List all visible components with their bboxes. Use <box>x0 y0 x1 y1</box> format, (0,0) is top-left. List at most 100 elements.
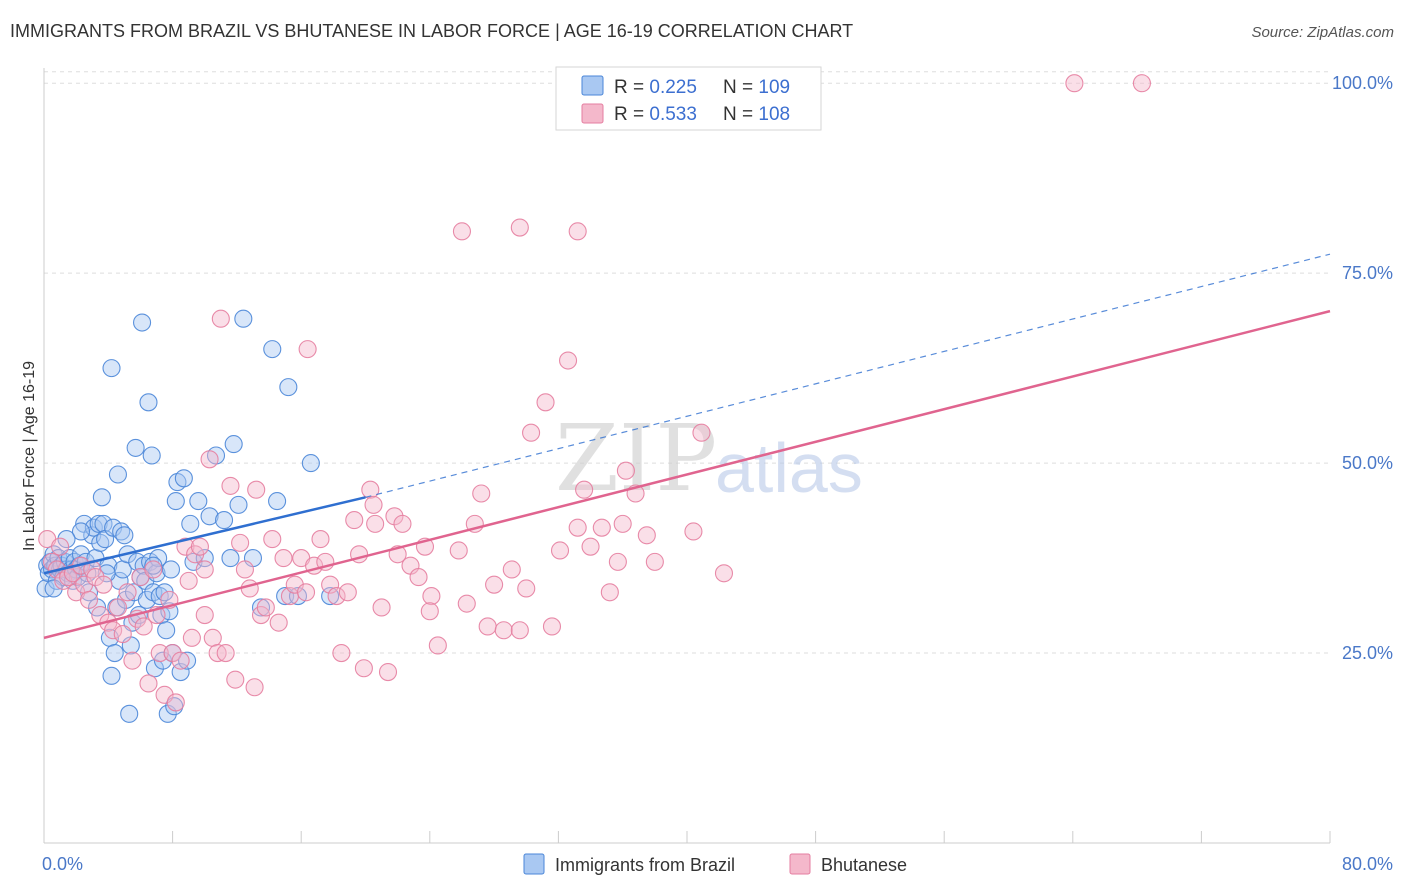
watermark-zip: ZIP <box>555 405 717 512</box>
brazil-point-90 <box>221 549 240 568</box>
bottom-legend-swatch-bhutanese <box>789 853 811 875</box>
bhutanese-point-52 <box>263 530 282 549</box>
legend-r-value-2: 0.533 <box>649 104 697 125</box>
brazil-point-89 <box>214 511 234 530</box>
bhutanese-point-95 <box>568 518 587 537</box>
legend: R = 0.225 N = 109 R = 0.533 N = 108 <box>555 66 822 131</box>
brazil-point-83 <box>181 514 200 533</box>
bhutanese-point-44 <box>221 476 240 495</box>
bhutanese-point-110 <box>1065 74 1084 93</box>
brazil-point-108 <box>144 556 163 575</box>
bhutanese-point-90 <box>522 423 541 442</box>
bhutanese-point-100 <box>608 552 627 571</box>
bhutanese-point-58 <box>298 340 317 359</box>
bhutanese-point-74 <box>393 514 412 533</box>
x-tick-label-max: 80.0% <box>1342 854 1393 874</box>
bhutanese-point-115 <box>296 583 316 602</box>
bhutanese-point-76 <box>409 568 428 587</box>
bottom-legend-label-brazil: Immigrants from Brazil <box>555 855 735 875</box>
brazil-point-72 <box>157 621 176 640</box>
svg-text:R = 0.533: R = 0.533 <box>614 104 697 125</box>
bhutanese-point-65 <box>338 583 357 602</box>
bhutanese-point-17 <box>108 598 127 617</box>
brazil-point-104 <box>71 522 91 541</box>
bhutanese-point-16 <box>104 621 123 640</box>
bhutanese-point-111 <box>1132 74 1151 93</box>
bottom-legend-swatch-brazil <box>523 853 545 875</box>
bhutanese-point-62 <box>321 575 340 594</box>
bhutanese-point-114 <box>364 495 383 514</box>
y-axis-label: In Labor Force | Age 16-19 <box>21 361 38 551</box>
bhutanese-point-48 <box>240 579 259 598</box>
brazil-point-34 <box>94 514 113 533</box>
brazil-point-103 <box>102 666 121 685</box>
bhutanese-point-78 <box>422 587 441 606</box>
brazil-point-75 <box>161 560 181 579</box>
brazil-point-46 <box>115 526 134 545</box>
bhutanese-point-3 <box>51 537 70 556</box>
series-bhutanese-points <box>38 74 1151 712</box>
bhutanese-point-89 <box>517 579 536 598</box>
legend-r-label-2: R = <box>614 104 649 125</box>
legend-swatch-bhutanese <box>581 103 604 124</box>
brazil-point-53 <box>126 438 145 457</box>
bhutanese-point-66 <box>345 511 364 530</box>
bottom-legend: Immigrants from Brazil Bhutanese <box>523 853 907 875</box>
bhutanese-point-45 <box>226 670 245 689</box>
x-axis-ticks <box>43 831 1331 843</box>
bhutanese-point-106 <box>692 423 711 442</box>
bhutanese-point-31 <box>166 693 185 712</box>
brazil-point-82 <box>178 651 197 670</box>
bhutanese-point-35 <box>182 628 201 647</box>
bhutanese-point-72 <box>378 662 398 682</box>
bhutanese-point-49 <box>245 678 264 697</box>
brazil-point-93 <box>234 309 253 328</box>
brazil-point-78 <box>166 492 185 511</box>
y-tick-label-25: 25.0% <box>1342 643 1393 663</box>
bhutanese-point-79 <box>428 636 447 655</box>
watermark-atlas: atlas <box>715 429 863 507</box>
chart-title: IMMIGRANTS FROM BRAZIL VS BHUTANESE IN L… <box>10 21 854 41</box>
brazil-point-87 <box>200 507 219 526</box>
bhutanese-point-51 <box>256 598 275 617</box>
bhutanese-point-119 <box>195 606 214 625</box>
bhutanese-point-93 <box>550 541 570 560</box>
bhutanese-point-97 <box>581 537 600 556</box>
brazil-point-91 <box>224 435 243 454</box>
bhutanese-point-92 <box>542 617 562 636</box>
bhutanese-point-104 <box>645 552 664 571</box>
bhutanese-point-105 <box>684 522 703 541</box>
trend-brazil <box>43 496 366 575</box>
bhutanese-point-91 <box>536 393 555 412</box>
bhutanese-point-63 <box>327 587 346 606</box>
bhutanese-point-85 <box>485 575 504 594</box>
brazil-point-81 <box>174 469 193 488</box>
bhutanese-point-53 <box>269 613 288 632</box>
bhutanese-point-112 <box>452 222 472 241</box>
brazil-point-85 <box>189 492 208 511</box>
legend-r-value-1: 0.225 <box>649 77 697 98</box>
bhutanese-point-60 <box>311 530 330 549</box>
bhutanese-point-47 <box>235 560 254 579</box>
bhutanese-point-40 <box>203 628 222 647</box>
bhutanese-point-94 <box>558 351 578 370</box>
brazil-point-42 <box>108 465 127 484</box>
bhutanese-point-46 <box>231 533 250 552</box>
bhutanese-point-81 <box>457 594 476 613</box>
bhutanese-point-33 <box>176 537 195 556</box>
bhutanese-point-80 <box>449 541 468 560</box>
brazil-point-99 <box>279 378 298 397</box>
brazil-point-49 <box>120 704 139 723</box>
brazil-point-96 <box>263 340 282 359</box>
series-brazil-points <box>36 309 340 723</box>
trend-brazil-dashed <box>365 253 1331 498</box>
y-tick-label-75: 75.0% <box>1342 263 1393 283</box>
brazil-point-61 <box>139 393 158 412</box>
trend-bhutanese <box>43 309 1331 640</box>
brazil-point-40 <box>105 643 124 663</box>
bhutanese-point-38 <box>195 560 214 579</box>
bhutanese-point-101 <box>616 461 635 480</box>
bhutanese-point-103 <box>637 526 656 545</box>
brazil-point-63 <box>142 446 161 465</box>
svg-text:R = 0.225: R = 0.225 <box>614 77 697 98</box>
